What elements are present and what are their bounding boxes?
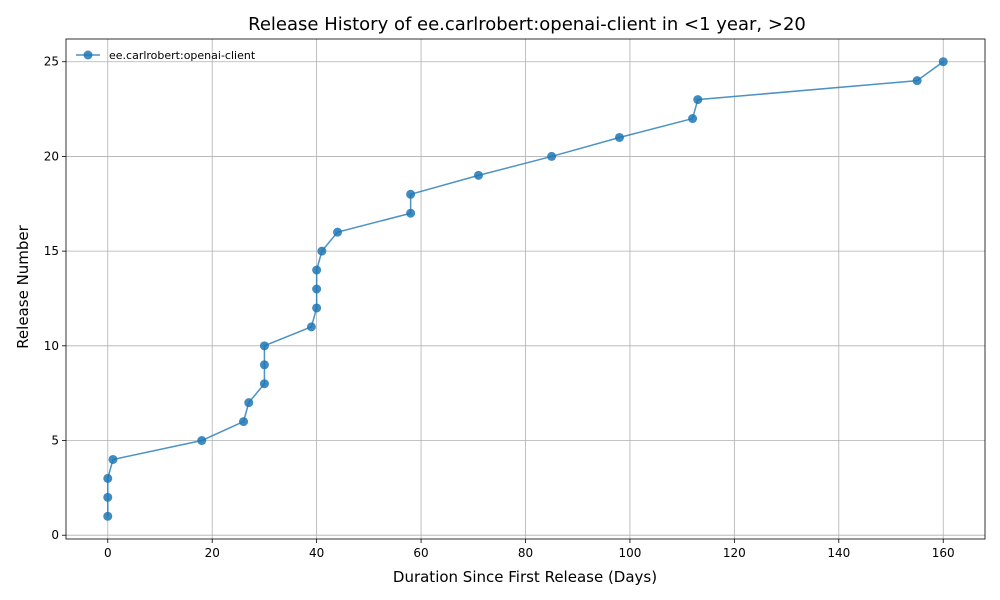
y-tick-label: 25 [44, 55, 59, 69]
data-point [259, 341, 269, 351]
y-axis-label: Release Number [14, 224, 32, 348]
data-point [312, 303, 322, 313]
data-point [306, 322, 316, 332]
data-point [259, 379, 269, 389]
data-point [938, 57, 948, 67]
data-point [406, 189, 416, 199]
data-point [474, 170, 484, 180]
x-tick-label: 0 [104, 546, 112, 560]
x-axis-label: Duration Since First Release (Days) [393, 568, 657, 586]
data-point [312, 265, 322, 275]
x-tick-label: 40 [309, 546, 324, 560]
data-point [108, 454, 118, 464]
data-point [317, 246, 327, 256]
data-point [103, 511, 113, 521]
grid [66, 39, 985, 539]
y-tick-label: 10 [44, 339, 59, 353]
x-axis: 0 20 40 60 80 100 120 140 160 [104, 539, 955, 560]
data-point [688, 114, 698, 124]
data-point [103, 473, 113, 483]
x-tick-label: 100 [618, 546, 641, 560]
x-tick-label: 60 [413, 546, 428, 560]
x-tick-label: 80 [518, 546, 533, 560]
x-tick-label: 20 [205, 546, 220, 560]
legend: ee.carlrobert:openai-client [76, 49, 256, 62]
legend-label: ee.carlrobert:openai-client [109, 49, 256, 62]
x-tick-label: 120 [723, 546, 746, 560]
data-point [912, 76, 922, 86]
data-point [614, 132, 624, 142]
y-tick-label: 20 [44, 149, 59, 163]
y-tick-label: 15 [44, 244, 59, 258]
series-layer [103, 57, 948, 521]
data-point [239, 417, 249, 427]
y-tick-label: 5 [51, 434, 59, 448]
data-point [333, 227, 343, 237]
data-point [312, 284, 322, 294]
data-point [259, 360, 269, 370]
legend-marker [83, 50, 93, 60]
data-point [547, 151, 557, 161]
data-point [197, 436, 207, 446]
x-tick-label: 160 [932, 546, 955, 560]
x-tick-label: 140 [827, 546, 850, 560]
data-point [406, 208, 416, 218]
y-tick-label: 0 [51, 528, 59, 542]
chart-title: Release History of ee.carlrobert:openai-… [248, 14, 806, 35]
data-point [693, 95, 703, 105]
data-point [244, 398, 254, 408]
y-axis: 0 5 10 15 20 25 [44, 55, 66, 542]
data-point [103, 492, 113, 502]
